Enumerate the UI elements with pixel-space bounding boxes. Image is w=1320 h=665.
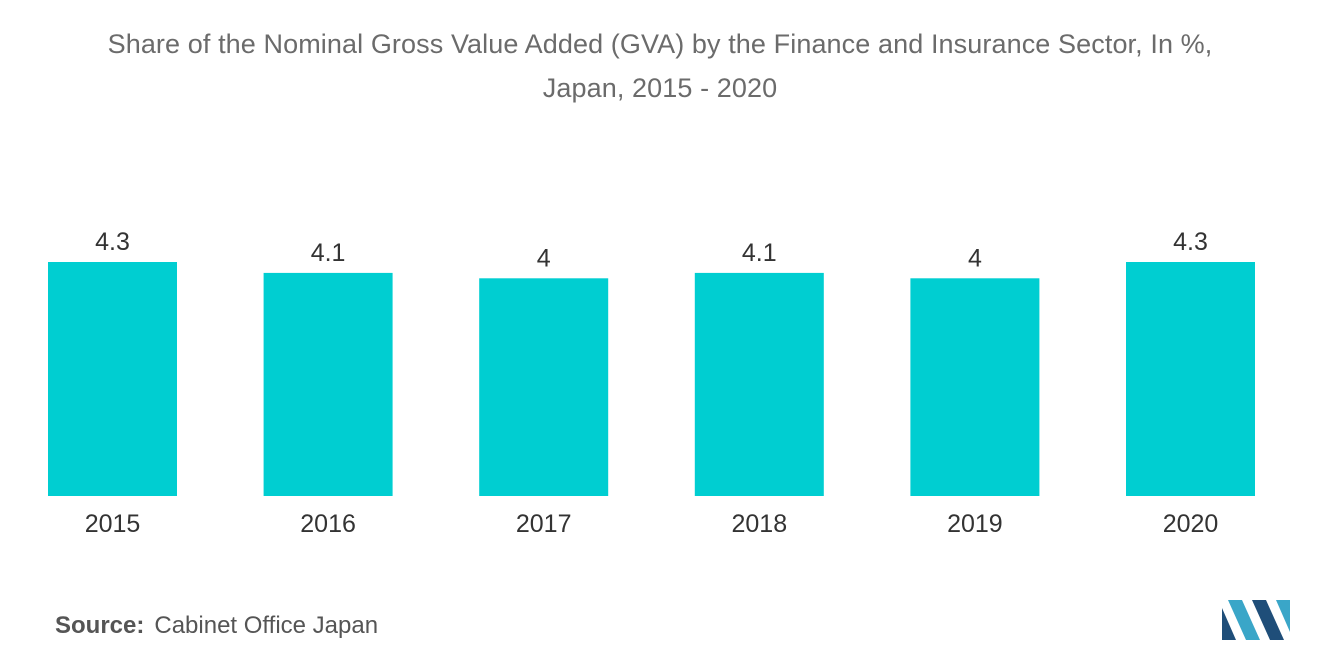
bar-2015 xyxy=(48,262,177,496)
mordor-intelligence-logo-icon xyxy=(1222,600,1290,640)
source-note: Source: Cabinet Office Japan xyxy=(55,612,378,640)
value-label-2019: 4 xyxy=(968,244,982,272)
value-label-2020: 4.3 xyxy=(1173,228,1208,256)
x-tick-label-2020: 2020 xyxy=(1163,510,1219,538)
value-label-2016: 4.1 xyxy=(311,239,346,267)
source-label: Source: xyxy=(55,612,145,639)
bar-chart: 4.3 2015 4.1 2016 4 2017 4.1 2018 4 2019 4.3 2020 xyxy=(48,228,1255,538)
bar-2019 xyxy=(910,278,1040,496)
x-tick-label-2016: 2016 xyxy=(300,510,356,538)
x-tick-label-2019: 2019 xyxy=(947,510,1003,538)
chart-title-line-1: Share of the Nominal Gross Value Added (… xyxy=(107,29,1213,59)
value-label-2015: 4.3 xyxy=(95,228,130,256)
bar-2020 xyxy=(1126,262,1255,496)
chart-title-line-2: Japan, 2015 - 2020 xyxy=(542,73,778,103)
chart-title: Share of the Nominal Gross Value Added (… xyxy=(0,22,1320,110)
source-text: Cabinet Office Japan xyxy=(154,612,379,639)
x-tick-label-2015: 2015 xyxy=(85,510,141,538)
x-tick-label-2017: 2017 xyxy=(516,510,572,538)
value-label-2018: 4.1 xyxy=(742,239,777,267)
bar-2017 xyxy=(479,278,609,496)
bar-2016 xyxy=(263,272,393,496)
bar-2018 xyxy=(694,272,824,496)
value-label-2017: 4 xyxy=(537,244,551,272)
x-tick-label-2018: 2018 xyxy=(731,510,787,538)
